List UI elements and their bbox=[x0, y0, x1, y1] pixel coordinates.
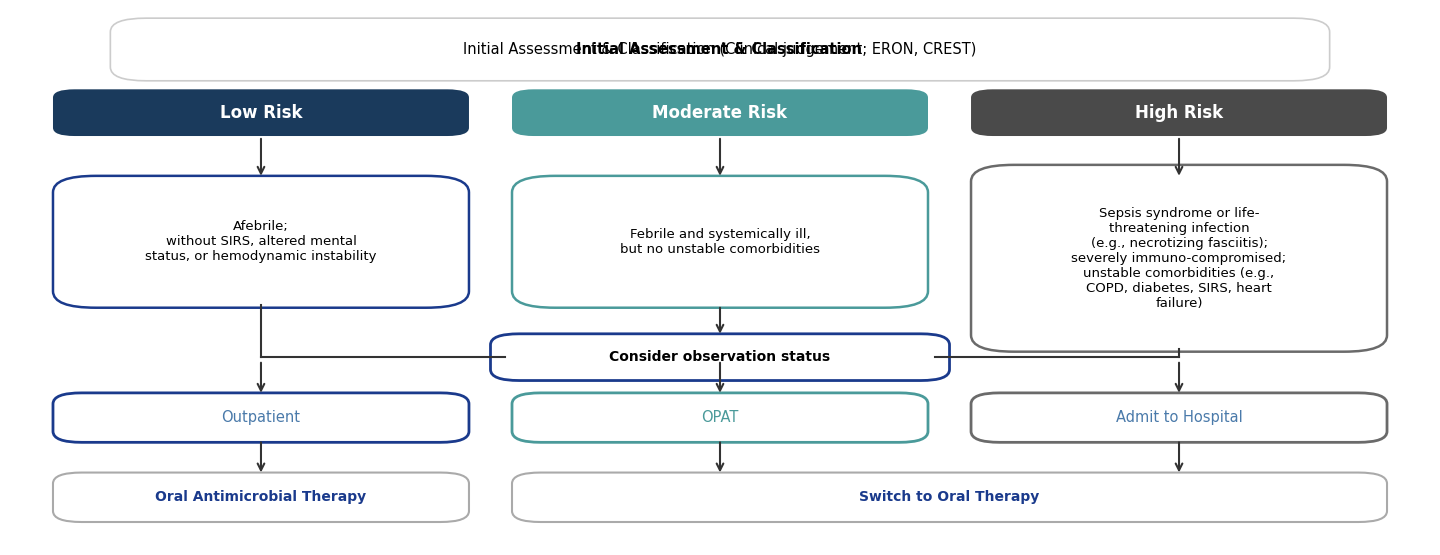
FancyBboxPatch shape bbox=[971, 165, 1387, 352]
FancyBboxPatch shape bbox=[491, 334, 949, 381]
FancyBboxPatch shape bbox=[111, 18, 1329, 81]
Text: Outpatient: Outpatient bbox=[222, 410, 301, 425]
Text: Febrile and systemically ill,
but no unstable comorbidities: Febrile and systemically ill, but no uns… bbox=[621, 228, 819, 256]
FancyBboxPatch shape bbox=[513, 393, 927, 442]
FancyBboxPatch shape bbox=[53, 89, 469, 136]
Text: Oral Antimicrobial Therapy: Oral Antimicrobial Therapy bbox=[156, 490, 367, 504]
Text: High Risk: High Risk bbox=[1135, 104, 1223, 122]
FancyBboxPatch shape bbox=[513, 472, 1387, 522]
FancyBboxPatch shape bbox=[513, 89, 927, 136]
Text: Sepsis syndrome or life-
threatening infection
(e.g., necrotizing fasciitis);
se: Sepsis syndrome or life- threatening inf… bbox=[1071, 207, 1286, 310]
FancyBboxPatch shape bbox=[53, 176, 469, 307]
Text: Switch to Oral Therapy: Switch to Oral Therapy bbox=[860, 490, 1040, 504]
Text: Low Risk: Low Risk bbox=[220, 104, 302, 122]
Text: Initial Assessment & Classification (Clinical judgement; ERON, CREST): Initial Assessment & Classification (Cli… bbox=[464, 42, 976, 57]
Text: Afebrile;
without SIRS, altered mental
status, or hemodynamic instability: Afebrile; without SIRS, altered mental s… bbox=[145, 220, 377, 263]
FancyBboxPatch shape bbox=[53, 393, 469, 442]
FancyBboxPatch shape bbox=[513, 176, 927, 307]
Text: Consider observation status: Consider observation status bbox=[609, 350, 831, 364]
Text: Initial Assessment & Classification: Initial Assessment & Classification bbox=[576, 42, 861, 57]
FancyBboxPatch shape bbox=[971, 393, 1387, 442]
Text: OPAT: OPAT bbox=[701, 410, 739, 425]
FancyBboxPatch shape bbox=[53, 472, 469, 522]
FancyBboxPatch shape bbox=[971, 89, 1387, 136]
Text: Admit to Hospital: Admit to Hospital bbox=[1116, 410, 1243, 425]
Text: Moderate Risk: Moderate Risk bbox=[652, 104, 788, 122]
